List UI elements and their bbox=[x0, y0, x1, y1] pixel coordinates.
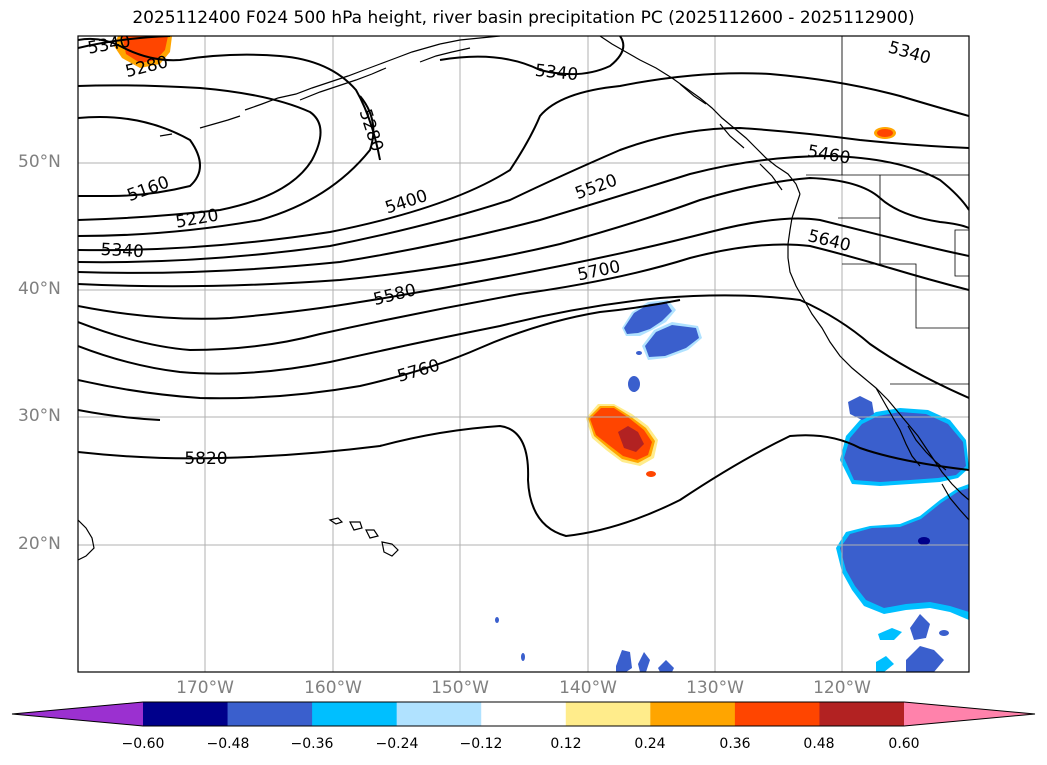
colorbar-segment bbox=[396, 702, 482, 726]
precipitation-shading bbox=[114, 36, 969, 672]
lon-label: 120°W bbox=[813, 678, 871, 698]
colorbar-segment bbox=[819, 702, 905, 726]
colorbar-segment bbox=[481, 702, 567, 726]
map-background bbox=[78, 36, 969, 672]
lat-label: 30°N bbox=[18, 406, 61, 426]
colorbar-segment bbox=[312, 702, 398, 726]
colorbar-segment bbox=[565, 702, 651, 726]
colorbar-extend-low bbox=[12, 702, 143, 726]
colorbar bbox=[11, 701, 1036, 727]
colorbar-segment bbox=[650, 702, 736, 726]
colorbar-segment bbox=[227, 702, 313, 726]
colorbar-segment bbox=[143, 702, 229, 726]
map-title: 2025112400 F024 500 hPa height, river ba… bbox=[132, 8, 915, 28]
colorbar-tick: 0.60 bbox=[888, 736, 920, 752]
colorbar-segment bbox=[734, 702, 820, 726]
colorbar-tick: 0.48 bbox=[803, 736, 835, 752]
graticule bbox=[78, 36, 969, 672]
lon-label: 130°W bbox=[686, 678, 744, 698]
colorbar-tick: −0.36 bbox=[290, 736, 334, 752]
lat-label: 40°N bbox=[18, 279, 61, 299]
map-frame bbox=[77, 35, 970, 673]
contour-label: 5340 bbox=[86, 31, 132, 58]
colorbar-tick: −0.48 bbox=[206, 736, 250, 752]
lat-label: 20°N bbox=[18, 534, 61, 554]
lon-label: 140°W bbox=[559, 678, 617, 698]
colorbar-tick: 0.24 bbox=[634, 736, 666, 752]
colorbar-tick: 0.36 bbox=[719, 736, 751, 752]
lon-label: 160°W bbox=[304, 678, 362, 698]
colorbar-outline bbox=[11, 701, 1036, 727]
contour-label: 5340 bbox=[100, 240, 144, 262]
colorbar-segments bbox=[12, 702, 1035, 726]
height-contours bbox=[78, 36, 969, 538]
colorbar-tick: −0.24 bbox=[375, 736, 419, 752]
contour-label: 5340 bbox=[534, 61, 579, 85]
map-panel: 5340 5280 5340 5280 5340 5460 5160 5220 … bbox=[77, 31, 970, 673]
colorbar-tick: −0.60 bbox=[121, 736, 165, 752]
lon-label: 170°W bbox=[176, 678, 234, 698]
colorbar-tick: −0.12 bbox=[459, 736, 503, 752]
colorbar-tick: 0.12 bbox=[550, 736, 582, 752]
lat-label: 50°N bbox=[18, 152, 61, 172]
lon-label: 150°W bbox=[431, 678, 489, 698]
contour-label: 5820 bbox=[184, 449, 227, 469]
colorbar-extend-high bbox=[904, 702, 1035, 726]
